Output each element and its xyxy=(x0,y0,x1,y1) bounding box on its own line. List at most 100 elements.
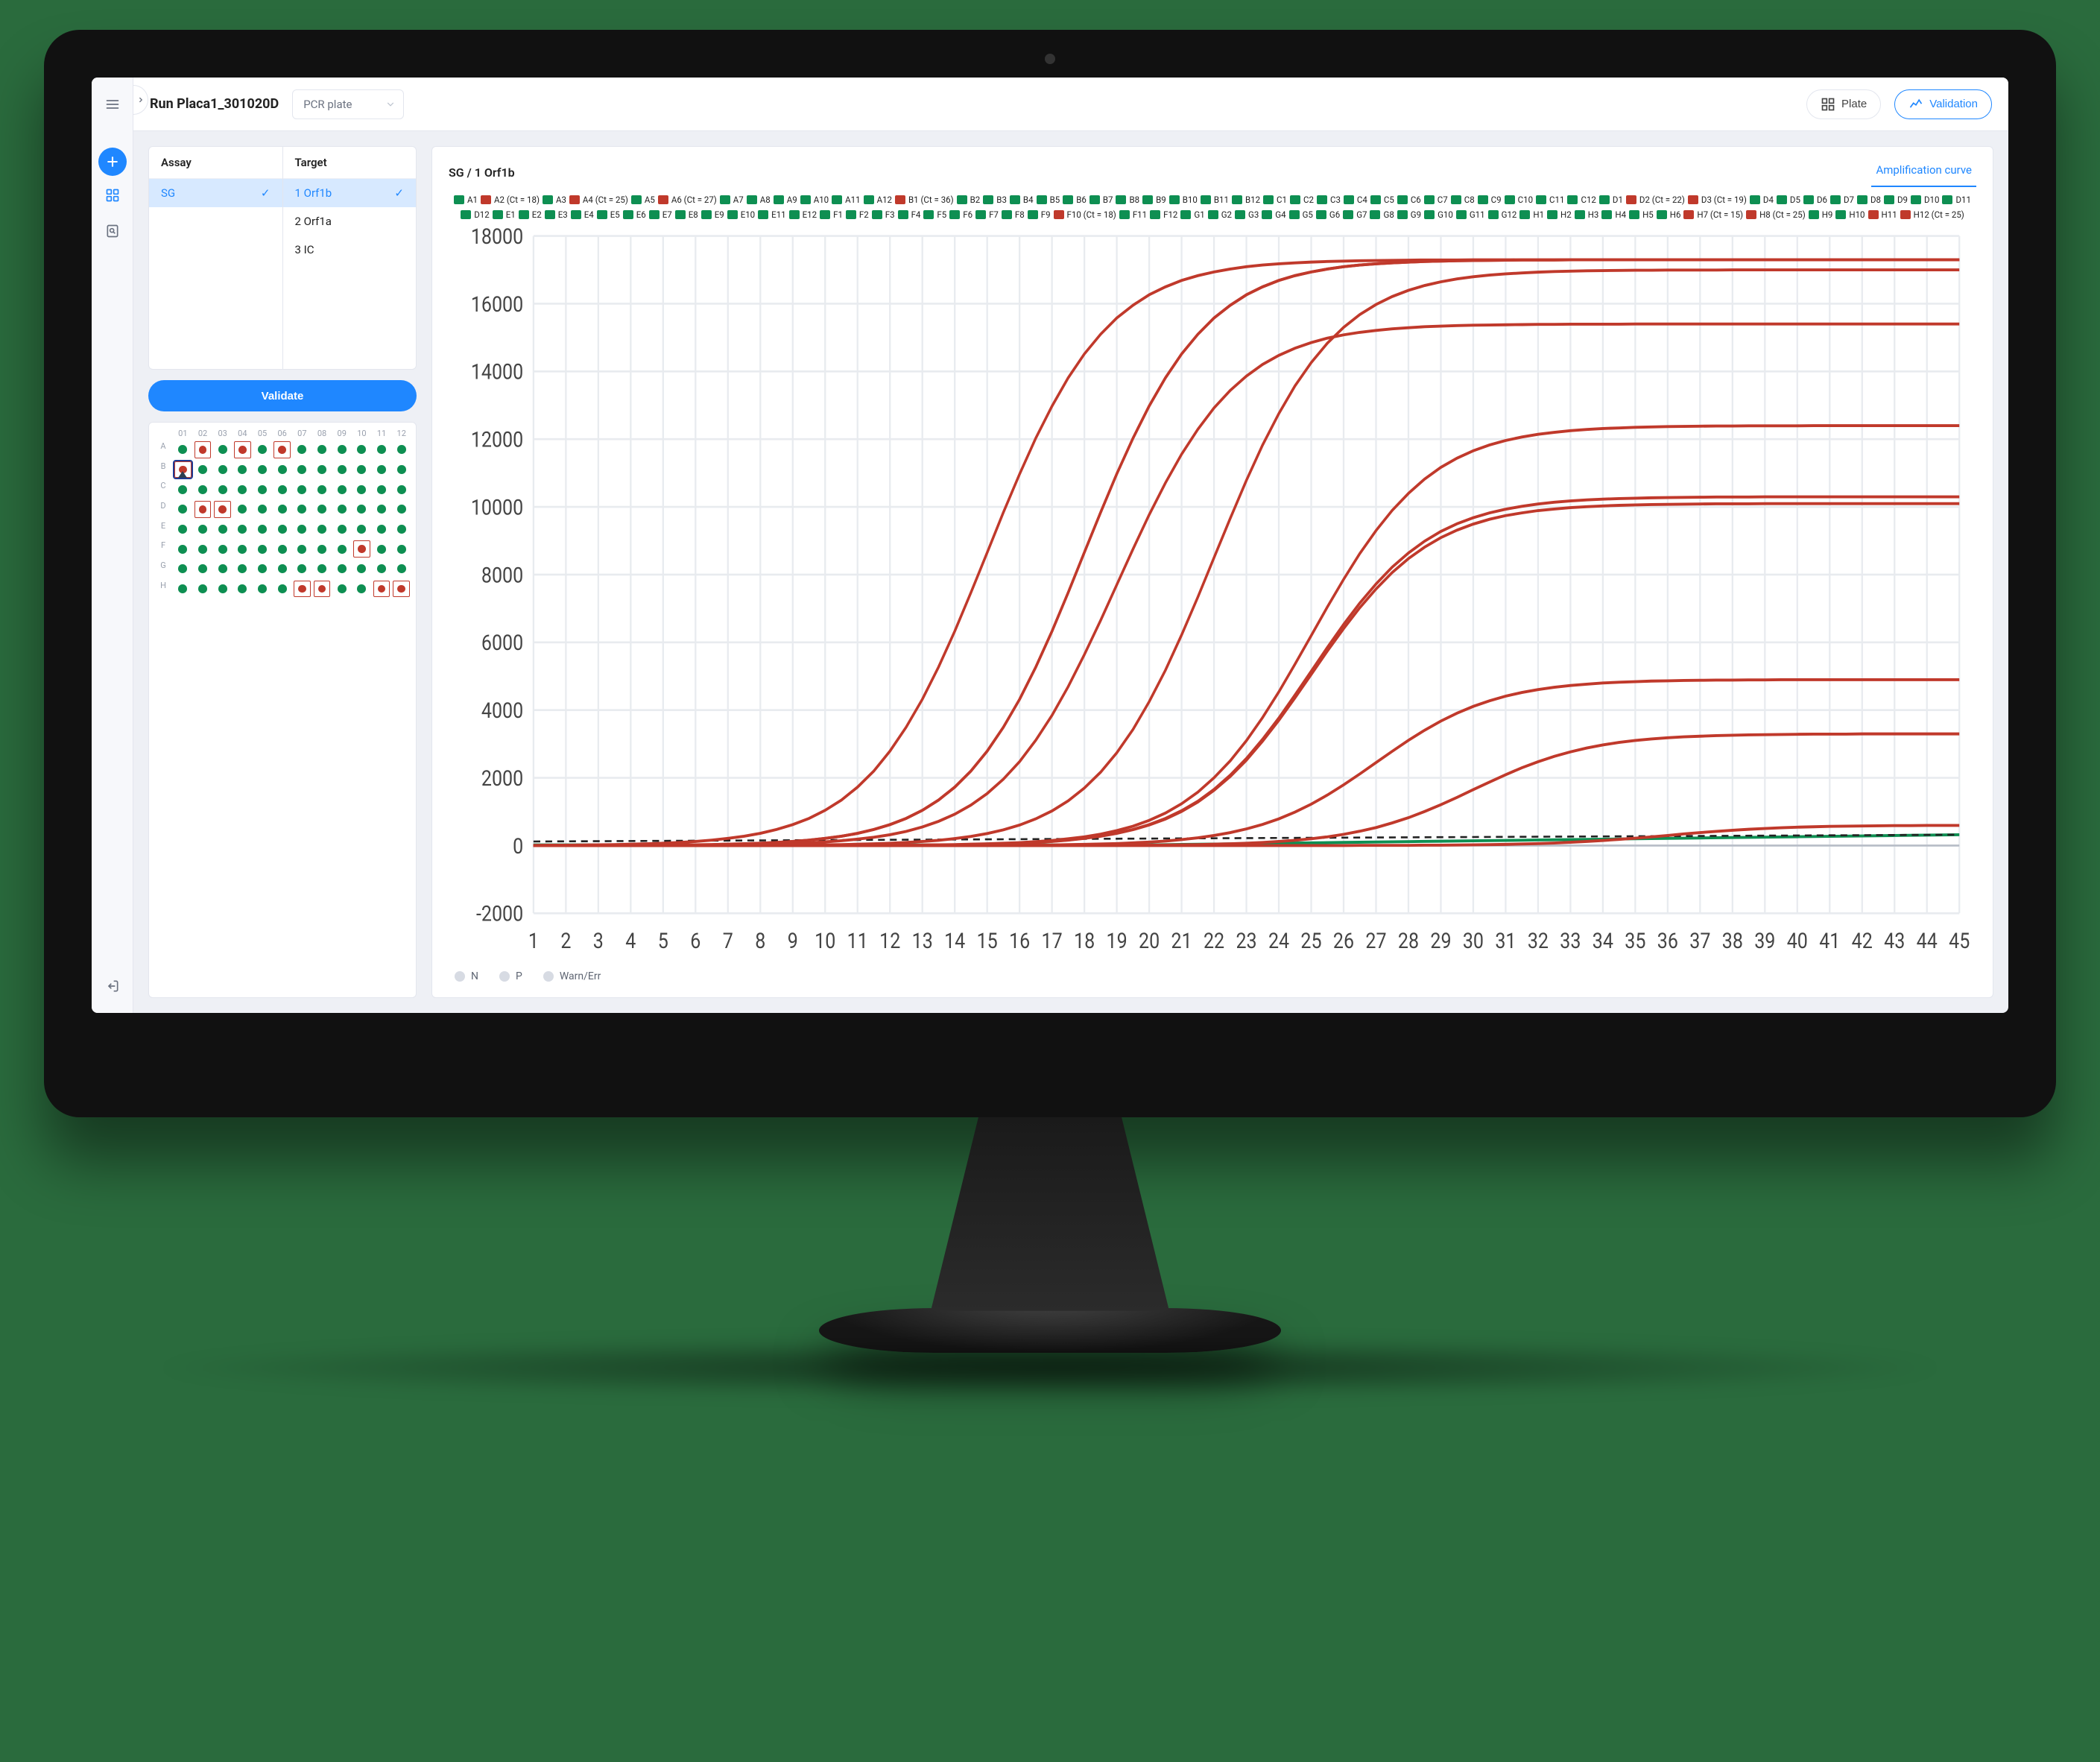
legend-well[interactable]: F10 (Ct = 18) xyxy=(1054,209,1116,220)
plate-well[interactable] xyxy=(314,501,331,518)
plate-well[interactable] xyxy=(174,581,192,598)
target-option[interactable]: 1 Orf1b✓ xyxy=(283,179,417,207)
legend-well[interactable]: E9 xyxy=(701,209,724,220)
legend-well[interactable]: H8 (Ct = 25) xyxy=(1746,209,1806,220)
legend-well[interactable]: F4 xyxy=(898,209,921,220)
plate-well[interactable] xyxy=(174,501,192,518)
legend-well[interactable]: G5 xyxy=(1289,209,1313,220)
plate-well[interactable] xyxy=(393,561,410,578)
legend-well[interactable]: B11 xyxy=(1201,195,1229,205)
plate-well[interactable] xyxy=(234,461,251,479)
legend-well[interactable]: G7 xyxy=(1343,209,1367,220)
plate-well[interactable] xyxy=(353,521,370,538)
legend-well[interactable]: B2 xyxy=(957,195,981,205)
legend-well[interactable]: F3 xyxy=(872,209,895,220)
plate-well[interactable] xyxy=(194,501,212,518)
plate-well[interactable] xyxy=(294,461,311,479)
legend-well[interactable]: H6 xyxy=(1657,209,1681,220)
legend-well[interactable]: C8 xyxy=(1451,195,1475,205)
legend-well[interactable]: E3 xyxy=(545,209,568,220)
legend-well[interactable]: G12 xyxy=(1488,209,1517,220)
legend-well[interactable]: C12 xyxy=(1567,195,1595,205)
legend-well[interactable]: G2 xyxy=(1208,209,1232,220)
plate-well[interactable] xyxy=(214,540,231,558)
target-option[interactable]: 3 IC✓ xyxy=(283,236,417,264)
legend-well[interactable]: H1 xyxy=(1519,209,1544,220)
legend-well[interactable]: F8 xyxy=(1002,209,1025,220)
plate-well[interactable] xyxy=(314,441,331,458)
plate-well[interactable] xyxy=(373,501,390,518)
legend-well[interactable]: E11 xyxy=(758,209,785,220)
legend-well[interactable]: D7 xyxy=(1830,195,1854,205)
plate-well[interactable] xyxy=(373,481,390,498)
legend-well[interactable]: C2 xyxy=(1290,195,1314,205)
legend-well[interactable]: C4 xyxy=(1344,195,1367,205)
legend-well[interactable]: H12 (Ct = 25) xyxy=(1900,209,1964,220)
legend-well[interactable]: H2 xyxy=(1547,209,1572,220)
plate-view-button[interactable]: Plate xyxy=(1806,89,1881,119)
pcr-plate-select[interactable]: PCR plate xyxy=(292,89,404,119)
plate-well[interactable] xyxy=(254,521,271,538)
legend-well[interactable]: F9 xyxy=(1028,209,1051,220)
legend-well[interactable]: C7 xyxy=(1424,195,1448,205)
legend-well[interactable]: C10 xyxy=(1505,195,1533,205)
plate-well[interactable] xyxy=(353,441,370,458)
legend-well[interactable]: G4 xyxy=(1262,209,1285,220)
legend-well[interactable]: H3 xyxy=(1575,209,1599,220)
plate-well[interactable] xyxy=(373,441,390,458)
legend-well[interactable]: E6 xyxy=(623,209,646,220)
legend-well[interactable]: A2 (Ct = 18) xyxy=(481,195,540,205)
plate-well[interactable] xyxy=(214,581,231,598)
plate-well[interactable] xyxy=(373,561,390,578)
plate-well[interactable] xyxy=(294,481,311,498)
plate-well[interactable] xyxy=(174,561,192,578)
plate-well[interactable] xyxy=(194,481,212,498)
legend-well[interactable]: E8 xyxy=(675,209,698,220)
legend-well[interactable]: G9 xyxy=(1397,209,1421,220)
legend-well[interactable]: A6 (Ct = 27) xyxy=(658,195,717,205)
legend-well[interactable]: H4 xyxy=(1601,209,1626,220)
legend-well[interactable]: E5 xyxy=(597,209,620,220)
legend-well[interactable]: E2 xyxy=(519,209,542,220)
plate-well[interactable] xyxy=(314,461,331,479)
legend-well[interactable]: D2 (Ct = 22) xyxy=(1626,195,1685,205)
plate-well[interactable] xyxy=(174,521,192,538)
legend-well[interactable]: G11 xyxy=(1456,209,1485,220)
legend-well[interactable]: H11 xyxy=(1868,209,1897,220)
plate-well[interactable] xyxy=(254,581,271,598)
plate-well[interactable] xyxy=(254,561,271,578)
legend-well[interactable]: B3 xyxy=(983,195,1007,205)
status-legend-item[interactable]: Warn/Err xyxy=(543,970,601,982)
plate-well[interactable] xyxy=(314,521,331,538)
plate-well[interactable] xyxy=(294,561,311,578)
plate-well[interactable] xyxy=(393,481,410,498)
legend-well[interactable]: F2 xyxy=(846,209,869,220)
plate-well[interactable] xyxy=(353,461,370,479)
legend-well[interactable]: F12 xyxy=(1150,209,1177,220)
plate-well[interactable] xyxy=(174,441,192,458)
legend-well[interactable]: G10 xyxy=(1424,209,1453,220)
validation-view-button[interactable]: Validation xyxy=(1894,89,1992,119)
legend-well[interactable]: D10 xyxy=(1911,195,1939,205)
legend-well[interactable]: E12 xyxy=(789,209,817,220)
plate-well[interactable] xyxy=(234,481,251,498)
plate-well[interactable] xyxy=(294,441,311,458)
legend-well[interactable]: C3 xyxy=(1317,195,1341,205)
legend-well[interactable]: E10 xyxy=(727,209,755,220)
plate-well[interactable] xyxy=(333,481,350,498)
add-button[interactable] xyxy=(98,148,127,176)
legend-well[interactable]: A7 xyxy=(720,195,744,205)
legend-well[interactable]: D11 xyxy=(1942,195,1970,205)
legend-well[interactable]: D8 xyxy=(1857,195,1881,205)
plate-well[interactable] xyxy=(194,441,212,458)
plate-well[interactable] xyxy=(273,540,291,558)
plate-well[interactable] xyxy=(273,461,291,479)
plate-well[interactable] xyxy=(393,540,410,558)
plate-well[interactable] xyxy=(333,540,350,558)
plate-well[interactable] xyxy=(194,521,212,538)
plate-well[interactable] xyxy=(273,441,291,458)
legend-well[interactable]: E1 xyxy=(493,209,516,220)
plate-well[interactable] xyxy=(314,561,331,578)
legend-well[interactable]: B1 (Ct = 36) xyxy=(895,195,954,205)
plate-well[interactable] xyxy=(373,461,390,479)
